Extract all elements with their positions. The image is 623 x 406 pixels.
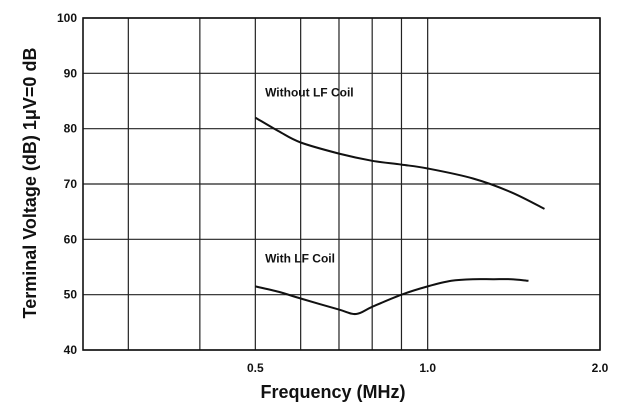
y-tick-label: 100 [57, 11, 77, 25]
grid [83, 17, 601, 351]
x-tick-label: 1.0 [419, 361, 436, 375]
series-annotation: With LF Coil [265, 252, 335, 266]
y-tick-label: 70 [64, 177, 78, 191]
x-tick-label: 0.5 [247, 361, 264, 375]
series-annotation: Without LF Coil [265, 86, 354, 100]
y-tick-label: 40 [64, 343, 78, 357]
plot-frame [82, 17, 601, 351]
tick-labels: 40 50 60 70 80 90 100 0.5 1.0 2.0 [57, 11, 609, 375]
series-line-without-lf-coil [254, 116, 545, 210]
y-tick-label: 50 [64, 288, 78, 302]
x-axis-label: Frequency (MHz) [260, 382, 405, 402]
series-line-with-lf-coil [255, 278, 529, 316]
y-tick-label: 90 [64, 66, 78, 80]
y-tick-label: 80 [64, 122, 78, 136]
x-tick-label: 2.0 [592, 361, 609, 375]
annotations: Without LF Coil With LF Coil [265, 86, 354, 266]
series-layer [254, 116, 545, 316]
y-tick-label: 60 [64, 232, 78, 246]
y-axis-label: Terminal Voltage (dB) 1μV=0 dB [20, 48, 40, 319]
